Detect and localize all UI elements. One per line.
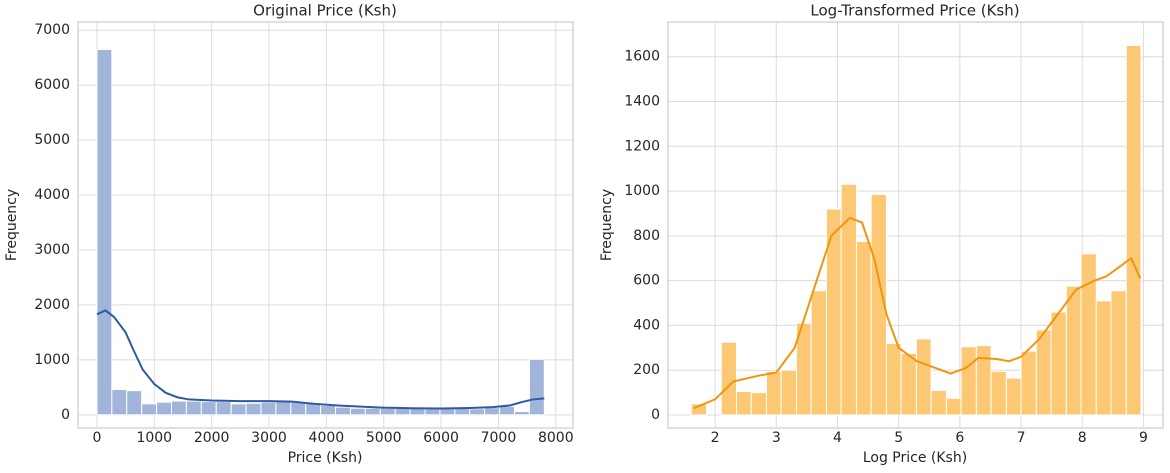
y-tick-label: 1600 (624, 49, 660, 65)
x-tick-label: 2 (711, 430, 720, 446)
x-tick-label: 9 (1139, 430, 1148, 446)
plot-frame (667, 21, 1164, 429)
bar (141, 403, 158, 416)
y-tick-label: 3000 (34, 242, 70, 258)
bar (111, 389, 128, 416)
bar (126, 390, 143, 416)
x-tick-label: 6000 (423, 430, 459, 446)
bar (960, 346, 977, 416)
x-tick-label: 4 (833, 430, 842, 446)
bar (855, 240, 872, 416)
y-axis-label: Frequency (599, 189, 615, 261)
bar (1050, 311, 1067, 416)
y-tick-label: 2000 (34, 297, 70, 313)
y-tick-label: 5000 (34, 132, 70, 148)
y-tick-label: 4000 (34, 187, 70, 203)
y-tick-label: 1000 (624, 183, 660, 199)
x-tick-label: 3 (772, 430, 781, 446)
x-axis-label: Price (Ksh) (288, 450, 363, 466)
y-tick-label: 7000 (34, 22, 70, 38)
x-axis-label: Log Price (Ksh) (863, 450, 967, 466)
y-tick-label: 800 (633, 228, 660, 244)
x-tick-label: 3000 (251, 430, 287, 446)
bar (1035, 329, 1052, 416)
bar (870, 193, 887, 416)
bar (290, 401, 307, 416)
y-axis-label: Frequency (4, 189, 20, 261)
bar (720, 341, 738, 416)
y-tick-label: 200 (633, 362, 660, 378)
bar (975, 345, 992, 416)
bar (990, 370, 1007, 416)
bar (499, 406, 515, 416)
bar (1065, 285, 1082, 416)
bar (275, 401, 292, 416)
bar (885, 342, 902, 416)
bar (900, 352, 917, 416)
bar (230, 403, 247, 416)
x-tick-label: 2000 (194, 430, 230, 446)
x-tick-label: 7000 (481, 430, 517, 446)
bar (915, 338, 932, 416)
bar (513, 411, 530, 416)
bar (364, 407, 381, 416)
bar (335, 406, 351, 416)
x-tick-label: 4000 (309, 430, 345, 446)
x-tick-label: 1000 (136, 430, 172, 446)
bar (1005, 377, 1022, 416)
bar (1110, 290, 1127, 416)
y-tick-label: 400 (633, 317, 660, 333)
y-tick-label: 1400 (624, 93, 660, 109)
bar (260, 401, 277, 416)
x-tick-label: 8 (1078, 430, 1087, 446)
plot-frame (77, 21, 574, 429)
bar (810, 290, 827, 416)
y-tick-label: 0 (651, 407, 660, 423)
bar (349, 407, 366, 416)
bar (170, 400, 187, 416)
kde-line (96, 309, 545, 410)
bar (945, 397, 962, 416)
bar (200, 401, 217, 416)
chart-title: Log-Transformed Price (Ksh) (810, 2, 1019, 20)
bar (156, 401, 172, 416)
kde-line (693, 216, 1142, 410)
bar (1125, 45, 1142, 416)
bar (215, 401, 232, 416)
bar (1020, 350, 1037, 416)
y-tick-label: 1000 (34, 352, 70, 368)
bar (1095, 300, 1112, 416)
bar (185, 400, 202, 416)
bar (320, 404, 337, 416)
x-tick-label: 0 (92, 430, 101, 446)
bar (736, 390, 752, 416)
bar (245, 402, 262, 416)
bar (484, 407, 501, 416)
x-tick-label: 7 (1017, 430, 1026, 446)
bar (379, 407, 396, 416)
bar (96, 48, 113, 416)
bar (528, 358, 545, 416)
y-tick-label: 1200 (624, 138, 660, 154)
y-tick-label: 600 (633, 273, 660, 289)
x-tick-label: 6 (955, 430, 964, 446)
bar (766, 370, 782, 416)
x-tick-label: 8000 (538, 430, 574, 446)
bar (930, 389, 947, 416)
bar (750, 392, 768, 416)
x-tick-label: 5 (894, 430, 903, 446)
y-tick-label: 6000 (34, 77, 70, 93)
bar (690, 403, 708, 416)
bar (469, 408, 486, 416)
bar (825, 208, 842, 416)
chart-title: Original Price (Ksh) (253, 2, 397, 20)
bar (780, 369, 797, 416)
bar (1080, 253, 1097, 416)
x-tick-label: 5000 (366, 430, 402, 446)
y-tick-label: 0 (61, 407, 70, 423)
